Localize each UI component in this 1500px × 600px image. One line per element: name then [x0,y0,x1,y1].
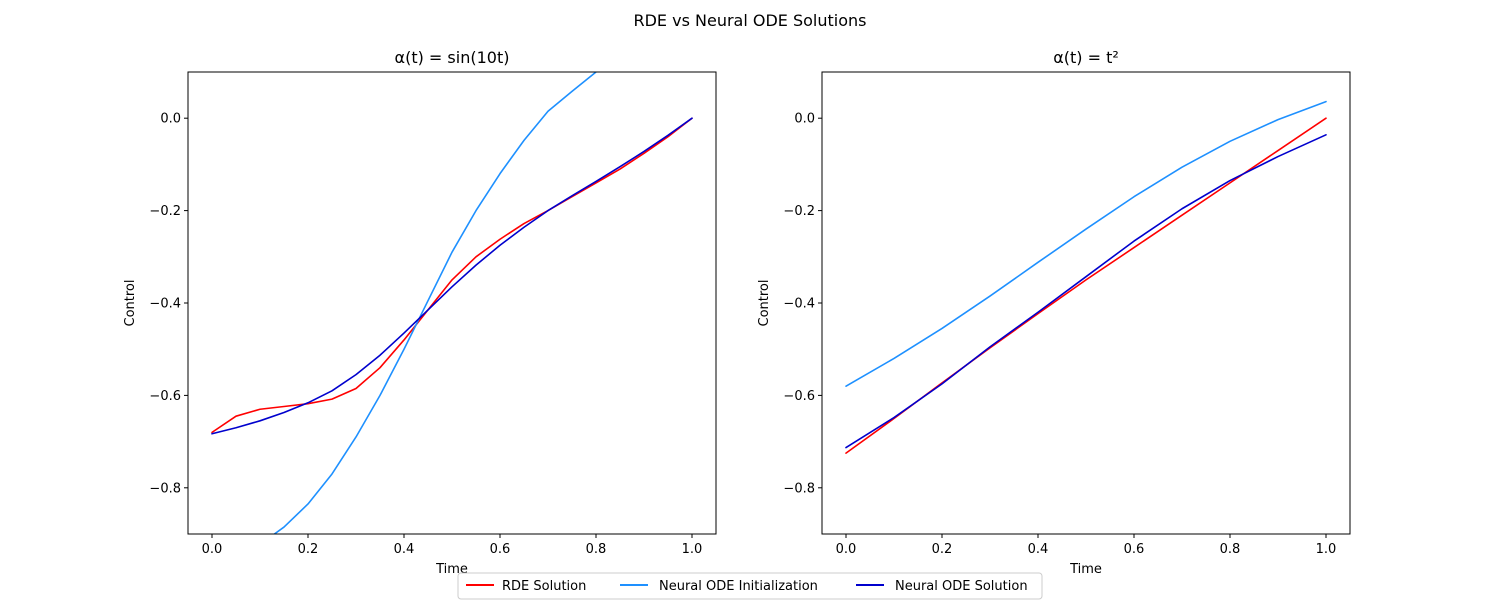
y-tick-label: −0.4 [149,297,181,312]
series-line-init [845,100,1327,387]
y-axis-label: Control [757,280,772,327]
legend-entry-init: Neural ODE Initialization [620,579,818,594]
y-tick-label: −0.6 [149,389,181,404]
series-group [845,100,1327,454]
y-tick-label: −0.6 [783,389,815,404]
x-tick-label: 0.2 [932,542,953,557]
series-line-solution [845,134,1327,449]
x-tick-label: 1.0 [682,542,703,557]
subplot-t-squared: 0.0 0.2 0.4 0.6 0.8 1.0 0.0 −0.2 −0.4 −0.6 −0.8 α(t… [757,48,1351,577]
x-tick-label: 1.0 [1316,542,1337,557]
y-tick-label: 0.0 [160,112,181,127]
legend-frame [457,572,1043,600]
y-tick-label: −0.8 [783,481,815,496]
series-group [211,72,693,534]
legend-label-rde: RDE Solution [502,579,586,594]
subplot-sin: 0.0 0.2 0.4 0.6 0.8 1.0 0.0 −0.2 −0.4 −0.6 −0.8 α(t… [123,48,717,577]
x-tick-label: 0.4 [1028,542,1049,557]
x-tick-label: 0.4 [394,542,415,557]
y-tick-label: −0.8 [149,481,181,496]
legend-label-init: Neural ODE Initialization [659,579,818,594]
series-line-init [273,72,597,534]
x-tick-label: 0.0 [836,542,857,557]
x-tick-label: 0.6 [490,542,511,557]
x-tick-label: 0.2 [298,542,319,557]
y-tick-label: −0.4 [783,297,815,312]
subplot-title: α(t) = sin(10t) [395,48,510,67]
y-tick-label: −0.2 [149,204,181,219]
legend-label-solution: Neural ODE Solution [895,579,1028,594]
y-tick-label: 0.0 [794,112,815,127]
legend-entry-rde: RDE Solution [466,579,586,594]
x-axis-label: Time [1069,562,1102,577]
x-tick-label: 0.8 [586,542,607,557]
y-axis-label: Control [123,280,138,327]
x-tick-label: 0.8 [1220,542,1241,557]
legend: RDE Solution Neural ODE Initialization N… [457,572,1043,600]
x-tick-label: 0.6 [1124,542,1145,557]
series-line-solution [211,117,693,435]
x-tick-label: 0.0 [202,542,223,557]
legend-entry-solution: Neural ODE Solution [856,579,1028,594]
subplot-title: α(t) = t² [1053,48,1119,67]
series-line-rde [211,117,693,434]
y-tick-label: −0.2 [783,204,815,219]
figure-suptitle: RDE vs Neural ODE Solutions [633,11,866,30]
